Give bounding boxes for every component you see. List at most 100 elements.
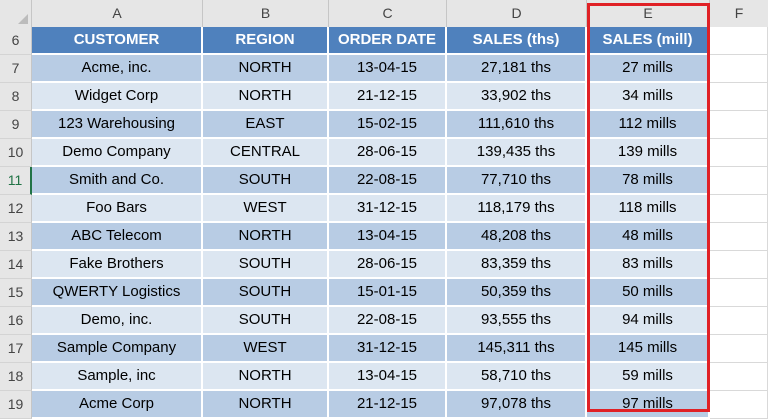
column-header-c[interactable]: C xyxy=(329,0,447,27)
cell-sales-ths[interactable]: 48,208 ths xyxy=(447,223,587,251)
column-header-e[interactable]: E xyxy=(587,0,710,27)
header-cell-sales-mill[interactable]: SALES (mill) xyxy=(587,27,710,55)
cell-sales-ths[interactable]: 111,610 ths xyxy=(447,111,587,139)
cell-customer[interactable]: Fake Brothers xyxy=(32,251,203,279)
row-header-7[interactable]: 7 xyxy=(0,55,32,83)
row-header-11[interactable]: 11 xyxy=(0,167,32,195)
column-header-d[interactable]: D xyxy=(447,0,587,27)
header-cell-sales-ths[interactable]: SALES (ths) xyxy=(447,27,587,55)
row-header-17[interactable]: 17 xyxy=(0,335,32,363)
row-header-8[interactable]: 8 xyxy=(0,83,32,111)
cell-sales-ths[interactable]: 93,555 ths xyxy=(447,307,587,335)
row-header-18[interactable]: 18 xyxy=(0,363,32,391)
cell-region[interactable]: SOUTH xyxy=(203,251,329,279)
cell-region[interactable]: NORTH xyxy=(203,55,329,83)
cell-sales-mill[interactable]: 94 mills xyxy=(587,307,710,335)
cell-customer[interactable]: ABC Telecom xyxy=(32,223,203,251)
header-cell-order-date[interactable]: ORDER DATE xyxy=(329,27,447,55)
cell-sales-mill[interactable]: 145 mills xyxy=(587,335,710,363)
cell-order-date[interactable]: 21-12-15 xyxy=(329,391,447,419)
cell-sales-mill[interactable]: 48 mills xyxy=(587,223,710,251)
row-header-6[interactable]: 6 xyxy=(0,27,32,55)
cell-customer[interactable]: Acme, inc. xyxy=(32,55,203,83)
cell-sales-mill[interactable]: 139 mills xyxy=(587,139,710,167)
cell-f-empty[interactable] xyxy=(710,223,768,251)
column-header-a[interactable]: A xyxy=(32,0,203,27)
cell-order-date[interactable]: 22-08-15 xyxy=(329,307,447,335)
cell-region[interactable]: NORTH xyxy=(203,83,329,111)
cell-order-date[interactable]: 22-08-15 xyxy=(329,167,447,195)
row-header-13[interactable]: 13 xyxy=(0,223,32,251)
cell-sales-mill[interactable]: 97 mills xyxy=(587,391,710,419)
header-cell-region[interactable]: REGION xyxy=(203,27,329,55)
cell-f-empty[interactable] xyxy=(710,307,768,335)
cell-sales-ths[interactable]: 97,078 ths xyxy=(447,391,587,419)
cell-f-empty[interactable] xyxy=(710,83,768,111)
cell-f-empty[interactable] xyxy=(710,27,768,55)
cell-region[interactable]: WEST xyxy=(203,335,329,363)
cell-f-empty[interactable] xyxy=(710,335,768,363)
cell-customer[interactable]: Foo Bars xyxy=(32,195,203,223)
cell-region[interactable]: SOUTH xyxy=(203,279,329,307)
cell-customer[interactable]: Widget Corp xyxy=(32,83,203,111)
cell-order-date[interactable]: 13-04-15 xyxy=(329,223,447,251)
cell-region[interactable]: NORTH xyxy=(203,223,329,251)
cell-customer[interactable]: Smith and Co. xyxy=(32,167,203,195)
cell-sales-ths[interactable]: 58,710 ths xyxy=(447,363,587,391)
cell-customer[interactable]: Acme Corp xyxy=(32,391,203,419)
cell-f-empty[interactable] xyxy=(710,111,768,139)
cell-sales-mill[interactable]: 34 mills xyxy=(587,83,710,111)
cell-sales-ths[interactable]: 27,181 ths xyxy=(447,55,587,83)
cell-sales-ths[interactable]: 77,710 ths xyxy=(447,167,587,195)
cell-customer[interactable]: Sample, inc xyxy=(32,363,203,391)
cell-order-date[interactable]: 15-02-15 xyxy=(329,111,447,139)
cell-order-date[interactable]: 28-06-15 xyxy=(329,251,447,279)
cell-customer[interactable]: Sample Company xyxy=(32,335,203,363)
cell-customer[interactable]: Demo, inc. xyxy=(32,307,203,335)
cell-f-empty[interactable] xyxy=(710,279,768,307)
row-header-19[interactable]: 19 xyxy=(0,391,32,419)
cell-f-empty[interactable] xyxy=(710,251,768,279)
row-header-14[interactable]: 14 xyxy=(0,251,32,279)
cell-region[interactable]: EAST xyxy=(203,111,329,139)
cell-f-empty[interactable] xyxy=(710,391,768,419)
column-header-b[interactable]: B xyxy=(203,0,329,27)
cell-order-date[interactable]: 21-12-15 xyxy=(329,83,447,111)
cell-region[interactable]: SOUTH xyxy=(203,167,329,195)
cell-region[interactable]: NORTH xyxy=(203,391,329,419)
row-header-16[interactable]: 16 xyxy=(0,307,32,335)
cell-sales-mill[interactable]: 118 mills xyxy=(587,195,710,223)
cell-f-empty[interactable] xyxy=(710,55,768,83)
cell-order-date[interactable]: 31-12-15 xyxy=(329,195,447,223)
row-header-15[interactable]: 15 xyxy=(0,279,32,307)
cell-f-empty[interactable] xyxy=(710,139,768,167)
cell-f-empty[interactable] xyxy=(710,167,768,195)
cell-sales-mill[interactable]: 50 mills xyxy=(587,279,710,307)
row-header-12[interactable]: 12 xyxy=(0,195,32,223)
cell-order-date[interactable]: 31-12-15 xyxy=(329,335,447,363)
cell-sales-ths[interactable]: 118,179 ths xyxy=(447,195,587,223)
cell-sales-ths[interactable]: 83,359 ths xyxy=(447,251,587,279)
row-header-9[interactable]: 9 xyxy=(0,111,32,139)
cell-sales-ths[interactable]: 50,359 ths xyxy=(447,279,587,307)
cell-order-date[interactable]: 13-04-15 xyxy=(329,363,447,391)
cell-order-date[interactable]: 15-01-15 xyxy=(329,279,447,307)
cell-region[interactable]: NORTH xyxy=(203,363,329,391)
cell-sales-ths[interactable]: 139,435 ths xyxy=(447,139,587,167)
cell-sales-ths[interactable]: 145,311 ths xyxy=(447,335,587,363)
cell-sales-mill[interactable]: 78 mills xyxy=(587,167,710,195)
cell-sales-mill[interactable]: 27 mills xyxy=(587,55,710,83)
cell-customer[interactable]: Demo Company xyxy=(32,139,203,167)
cell-f-empty[interactable] xyxy=(710,363,768,391)
cell-region[interactable]: CENTRAL xyxy=(203,139,329,167)
cell-sales-mill[interactable]: 83 mills xyxy=(587,251,710,279)
cell-region[interactable]: SOUTH xyxy=(203,307,329,335)
row-header-10[interactable]: 10 xyxy=(0,139,32,167)
header-cell-customer[interactable]: CUSTOMER xyxy=(32,27,203,55)
cell-order-date[interactable]: 13-04-15 xyxy=(329,55,447,83)
cell-sales-mill[interactable]: 112 mills xyxy=(587,111,710,139)
cell-sales-mill[interactable]: 59 mills xyxy=(587,363,710,391)
cell-sales-ths[interactable]: 33,902 ths xyxy=(447,83,587,111)
cell-f-empty[interactable] xyxy=(710,195,768,223)
cell-customer[interactable]: 123 Warehousing xyxy=(32,111,203,139)
